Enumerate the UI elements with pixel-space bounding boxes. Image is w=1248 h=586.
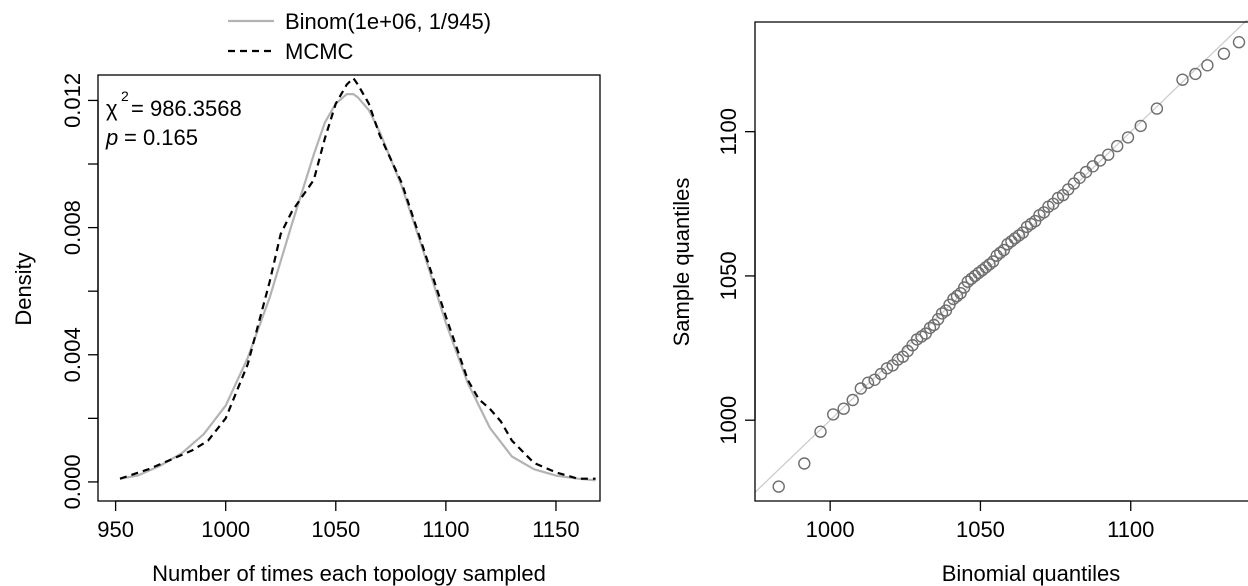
qq-point xyxy=(880,362,894,375)
qq-point xyxy=(1110,139,1124,153)
density-y-tick-label: 0.000 xyxy=(60,454,85,509)
qq-point xyxy=(1012,229,1026,242)
qq-point xyxy=(854,382,867,395)
legend: Binom(1e+06, 1/945) MCMC xyxy=(228,9,491,64)
density-plot: 950 1000 1050 1100 1150 0.000 0.004 0.008 0.012… xyxy=(11,9,601,586)
density-x-axis-label: Number of times each topology sampled xyxy=(152,561,546,586)
qq-point xyxy=(1086,160,1100,173)
qq-point xyxy=(923,321,937,335)
qq-y-axis: 1000 1050 1100 xyxy=(716,108,756,445)
qq-point xyxy=(994,246,1007,260)
qq-point xyxy=(1189,67,1202,81)
qq-point xyxy=(861,376,875,389)
density-y-axis-label: Density xyxy=(11,252,36,325)
qq-x-tick-label: 1050 xyxy=(956,517,1005,542)
qq-point xyxy=(827,408,840,421)
density-x-tick-label: 950 xyxy=(97,517,134,542)
qq-point xyxy=(1121,131,1135,144)
qq-point xyxy=(1134,119,1147,133)
density-series-group xyxy=(119,77,596,482)
density-x-tick-label: 1050 xyxy=(311,517,360,542)
chi-square-exponent: 2 xyxy=(121,88,129,104)
legend-label-mcmc: MCMC xyxy=(285,39,354,64)
qq-x-tick-label: 1000 xyxy=(806,517,855,542)
density-x-tick-label: 1150 xyxy=(532,517,579,542)
legend-label-binom: Binom(1e+06, 1/945) xyxy=(285,9,491,34)
qq-point xyxy=(846,393,859,407)
density-y-tick-label: 0.012 xyxy=(60,73,85,128)
qq-point xyxy=(1176,73,1189,86)
qq-x-tick-label: 1100 xyxy=(1107,517,1154,542)
qq-point xyxy=(968,269,982,283)
qq-point xyxy=(1201,59,1214,72)
qq-point xyxy=(950,289,964,303)
qq-y-axis-label: Sample quantiles xyxy=(669,178,694,347)
qq-point xyxy=(772,480,785,493)
density-x-tick-label: 1100 xyxy=(422,517,469,542)
qq-point xyxy=(983,258,996,271)
qq-point xyxy=(1101,148,1115,161)
binom-density-line xyxy=(119,92,596,482)
qq-point xyxy=(1079,165,1093,179)
p-value-value: = 0.165 xyxy=(124,125,198,150)
qq-x-axis-label: Binomial quantiles xyxy=(942,561,1121,586)
qq-point xyxy=(814,425,827,438)
qq-y-tick-label: 1000 xyxy=(716,396,741,445)
qq-point xyxy=(1008,232,1022,245)
qq-points-group xyxy=(772,36,1246,493)
qq-y-tick-label: 1100 xyxy=(716,108,741,155)
qq-point xyxy=(935,307,949,320)
qq-point xyxy=(837,402,850,415)
qq-x-axis: 1000 1050 1100 xyxy=(806,500,1154,542)
qq-point xyxy=(1020,220,1034,234)
qq-point xyxy=(1217,47,1231,60)
qq-point xyxy=(798,457,811,470)
p-value-symbol: p xyxy=(105,125,118,150)
qq-y-tick-label: 1050 xyxy=(716,251,741,300)
qq-point xyxy=(1150,102,1164,115)
mcmc-density-line xyxy=(119,77,596,480)
qq-plot-frame xyxy=(754,21,1248,502)
qq-point xyxy=(965,272,978,285)
qq-point xyxy=(1232,36,1246,49)
qq-point xyxy=(868,373,881,386)
chi-square-value: = 986.3568 xyxy=(131,96,242,121)
density-y-tick-label: 0.008 xyxy=(60,200,85,255)
qq-point xyxy=(1093,154,1107,167)
density-y-tick-label: 0.004 xyxy=(60,327,85,382)
density-x-tick-label: 1000 xyxy=(201,517,250,542)
density-x-axis: 950 1000 1050 1100 1150 xyxy=(97,500,580,542)
chi-square-symbol: χ xyxy=(106,96,118,121)
density-y-axis: 0.000 0.004 0.008 0.012 xyxy=(60,73,99,509)
qq-plot: 1000 1050 1100 1000 1050 1100 Binomial quant… xyxy=(669,20,1248,586)
